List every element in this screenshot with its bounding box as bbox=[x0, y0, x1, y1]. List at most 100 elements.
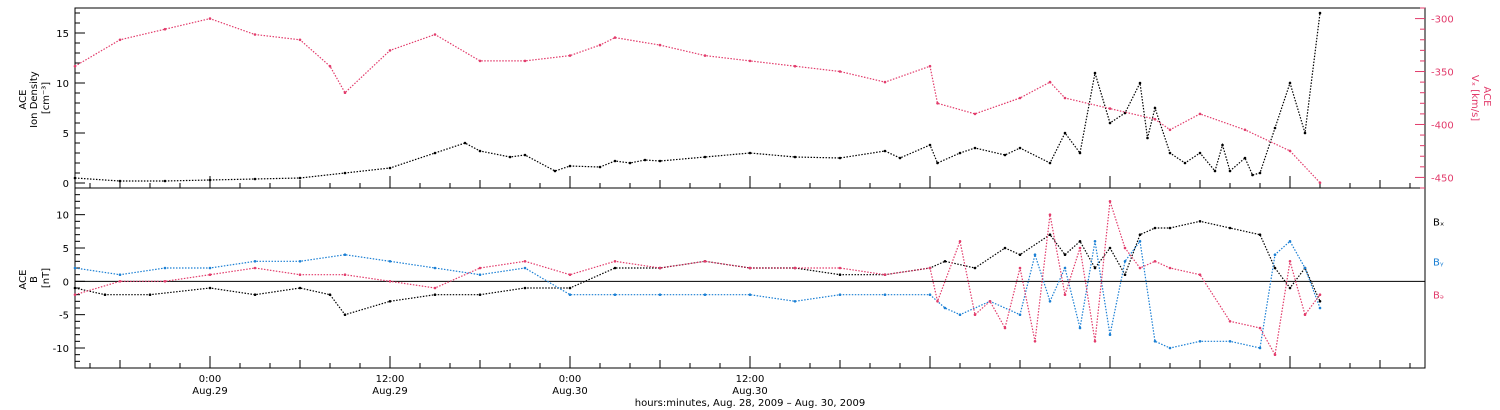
data-point bbox=[748, 151, 752, 155]
data-point bbox=[1168, 128, 1172, 132]
data-point bbox=[1198, 112, 1202, 116]
data-point bbox=[1108, 121, 1112, 125]
data-point bbox=[298, 260, 302, 263]
data-point bbox=[1228, 340, 1232, 343]
data-point bbox=[1288, 240, 1292, 243]
data-point bbox=[973, 266, 977, 270]
data-point bbox=[1168, 266, 1172, 270]
data-point bbox=[793, 266, 797, 270]
data-point bbox=[253, 177, 257, 181]
data-point bbox=[936, 161, 939, 165]
data-point bbox=[1108, 200, 1112, 203]
data-point bbox=[253, 260, 257, 263]
data-point bbox=[703, 260, 707, 263]
data-point bbox=[1138, 81, 1142, 85]
data-point bbox=[1138, 233, 1142, 236]
data-point bbox=[463, 141, 467, 145]
data-point bbox=[478, 266, 482, 270]
data-point bbox=[1153, 340, 1157, 343]
data-point bbox=[1273, 126, 1277, 130]
data-point bbox=[253, 33, 257, 36]
data-point bbox=[1153, 106, 1157, 110]
data-point bbox=[1168, 346, 1172, 350]
data-point bbox=[1123, 260, 1127, 263]
data-point bbox=[1228, 169, 1232, 173]
data-point bbox=[388, 280, 392, 283]
top-series-group bbox=[73, 11, 1322, 184]
x-tick-label: 12:00 bbox=[736, 374, 765, 385]
x-tick-date: Aug.30 bbox=[732, 386, 767, 397]
data-point bbox=[1273, 266, 1277, 270]
legend: Bₓ Bᵧ Bₔ bbox=[1433, 217, 1444, 301]
tick-label: 10 bbox=[56, 211, 69, 222]
data-point bbox=[343, 91, 347, 94]
data-point bbox=[613, 36, 617, 39]
data-point bbox=[1318, 300, 1322, 303]
data-point bbox=[1108, 246, 1112, 250]
data-point bbox=[163, 280, 167, 283]
data-point bbox=[1258, 346, 1262, 350]
data-point bbox=[433, 33, 437, 36]
data-point bbox=[643, 158, 647, 162]
series-line bbox=[74, 12, 1321, 182]
data-point bbox=[1108, 107, 1112, 110]
data-point bbox=[1048, 161, 1052, 165]
tick-label: -5 bbox=[59, 311, 69, 322]
data-point bbox=[568, 293, 572, 297]
data-point bbox=[298, 286, 302, 290]
data-point bbox=[343, 171, 347, 175]
data-point bbox=[103, 293, 107, 297]
data-point bbox=[478, 273, 482, 277]
data-point bbox=[553, 169, 557, 173]
data-point bbox=[883, 293, 887, 297]
data-point bbox=[298, 176, 302, 180]
data-point bbox=[1063, 96, 1067, 100]
data-point bbox=[208, 178, 212, 182]
data-point bbox=[1138, 266, 1142, 270]
data-point bbox=[883, 80, 887, 84]
data-point bbox=[703, 155, 707, 159]
data-point bbox=[1048, 80, 1052, 84]
data-point bbox=[253, 293, 257, 297]
data-point bbox=[1273, 253, 1277, 256]
data-point bbox=[478, 293, 482, 297]
data-point bbox=[1213, 169, 1217, 173]
series-trace bbox=[73, 17, 1322, 184]
data-point bbox=[1018, 313, 1022, 317]
tick-label: -300 bbox=[1431, 15, 1454, 26]
data-point bbox=[838, 273, 842, 277]
data-point bbox=[208, 266, 212, 270]
data-point bbox=[748, 59, 752, 63]
data-point bbox=[1048, 300, 1052, 303]
data-point bbox=[343, 253, 347, 256]
data-point bbox=[1198, 220, 1202, 223]
tick-label: 0 bbox=[63, 277, 69, 288]
x-tick-date: Aug.29 bbox=[192, 386, 227, 397]
data-point bbox=[936, 102, 939, 105]
x-axis: 0:00Aug.2912:00Aug.290:00Aug.3012:00Aug.… bbox=[89, 176, 1411, 397]
data-point bbox=[478, 149, 482, 153]
data-point bbox=[1063, 253, 1067, 256]
data-point bbox=[793, 64, 797, 68]
data-point bbox=[838, 156, 842, 160]
data-point bbox=[73, 266, 77, 270]
data-point bbox=[943, 260, 947, 263]
data-point bbox=[1003, 326, 1007, 330]
data-point bbox=[658, 266, 662, 270]
data-point bbox=[1258, 326, 1262, 330]
data-point bbox=[1288, 260, 1292, 263]
data-point bbox=[898, 156, 902, 160]
x-tick-date: Aug.30 bbox=[552, 386, 587, 397]
data-point bbox=[973, 146, 977, 150]
data-point bbox=[613, 293, 617, 297]
data-point bbox=[118, 280, 122, 283]
data-point bbox=[988, 300, 992, 303]
data-point bbox=[958, 313, 962, 317]
top-panel-frame bbox=[74, 7, 1426, 189]
data-point bbox=[343, 273, 347, 277]
data-point bbox=[1251, 173, 1254, 177]
data-point bbox=[1093, 240, 1097, 243]
data-point bbox=[163, 266, 167, 270]
data-point bbox=[1183, 161, 1187, 165]
